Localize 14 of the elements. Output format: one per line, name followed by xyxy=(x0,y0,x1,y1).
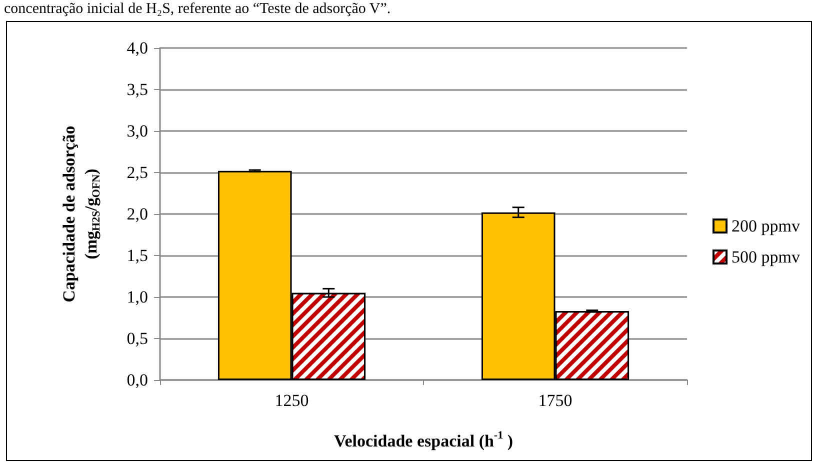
y-tick-label: 1,5 xyxy=(126,246,148,265)
y-tick-label: 3,0 xyxy=(126,122,148,140)
x-tick-label: 1750 xyxy=(538,391,572,410)
y-tick-label: 0,0 xyxy=(126,370,148,390)
y-tick-label: 0,5 xyxy=(126,329,148,348)
y-tick-label: 2,0 xyxy=(126,204,148,224)
y-tick-label: 1,0 xyxy=(126,288,148,306)
x-tick-label: 1250 xyxy=(274,391,309,410)
legend-label: 500 ppmv xyxy=(732,248,800,266)
y-tick-label: 4,0 xyxy=(126,38,148,58)
text: concentração inicial de H₂S, referente ao “Teste de adsorção V”. xyxy=(4,0,391,18)
legend-label: 200 ppmv xyxy=(732,216,800,236)
y-tick-label: 2,5 xyxy=(126,163,148,182)
y-tick-label: 3,5 xyxy=(126,80,148,99)
